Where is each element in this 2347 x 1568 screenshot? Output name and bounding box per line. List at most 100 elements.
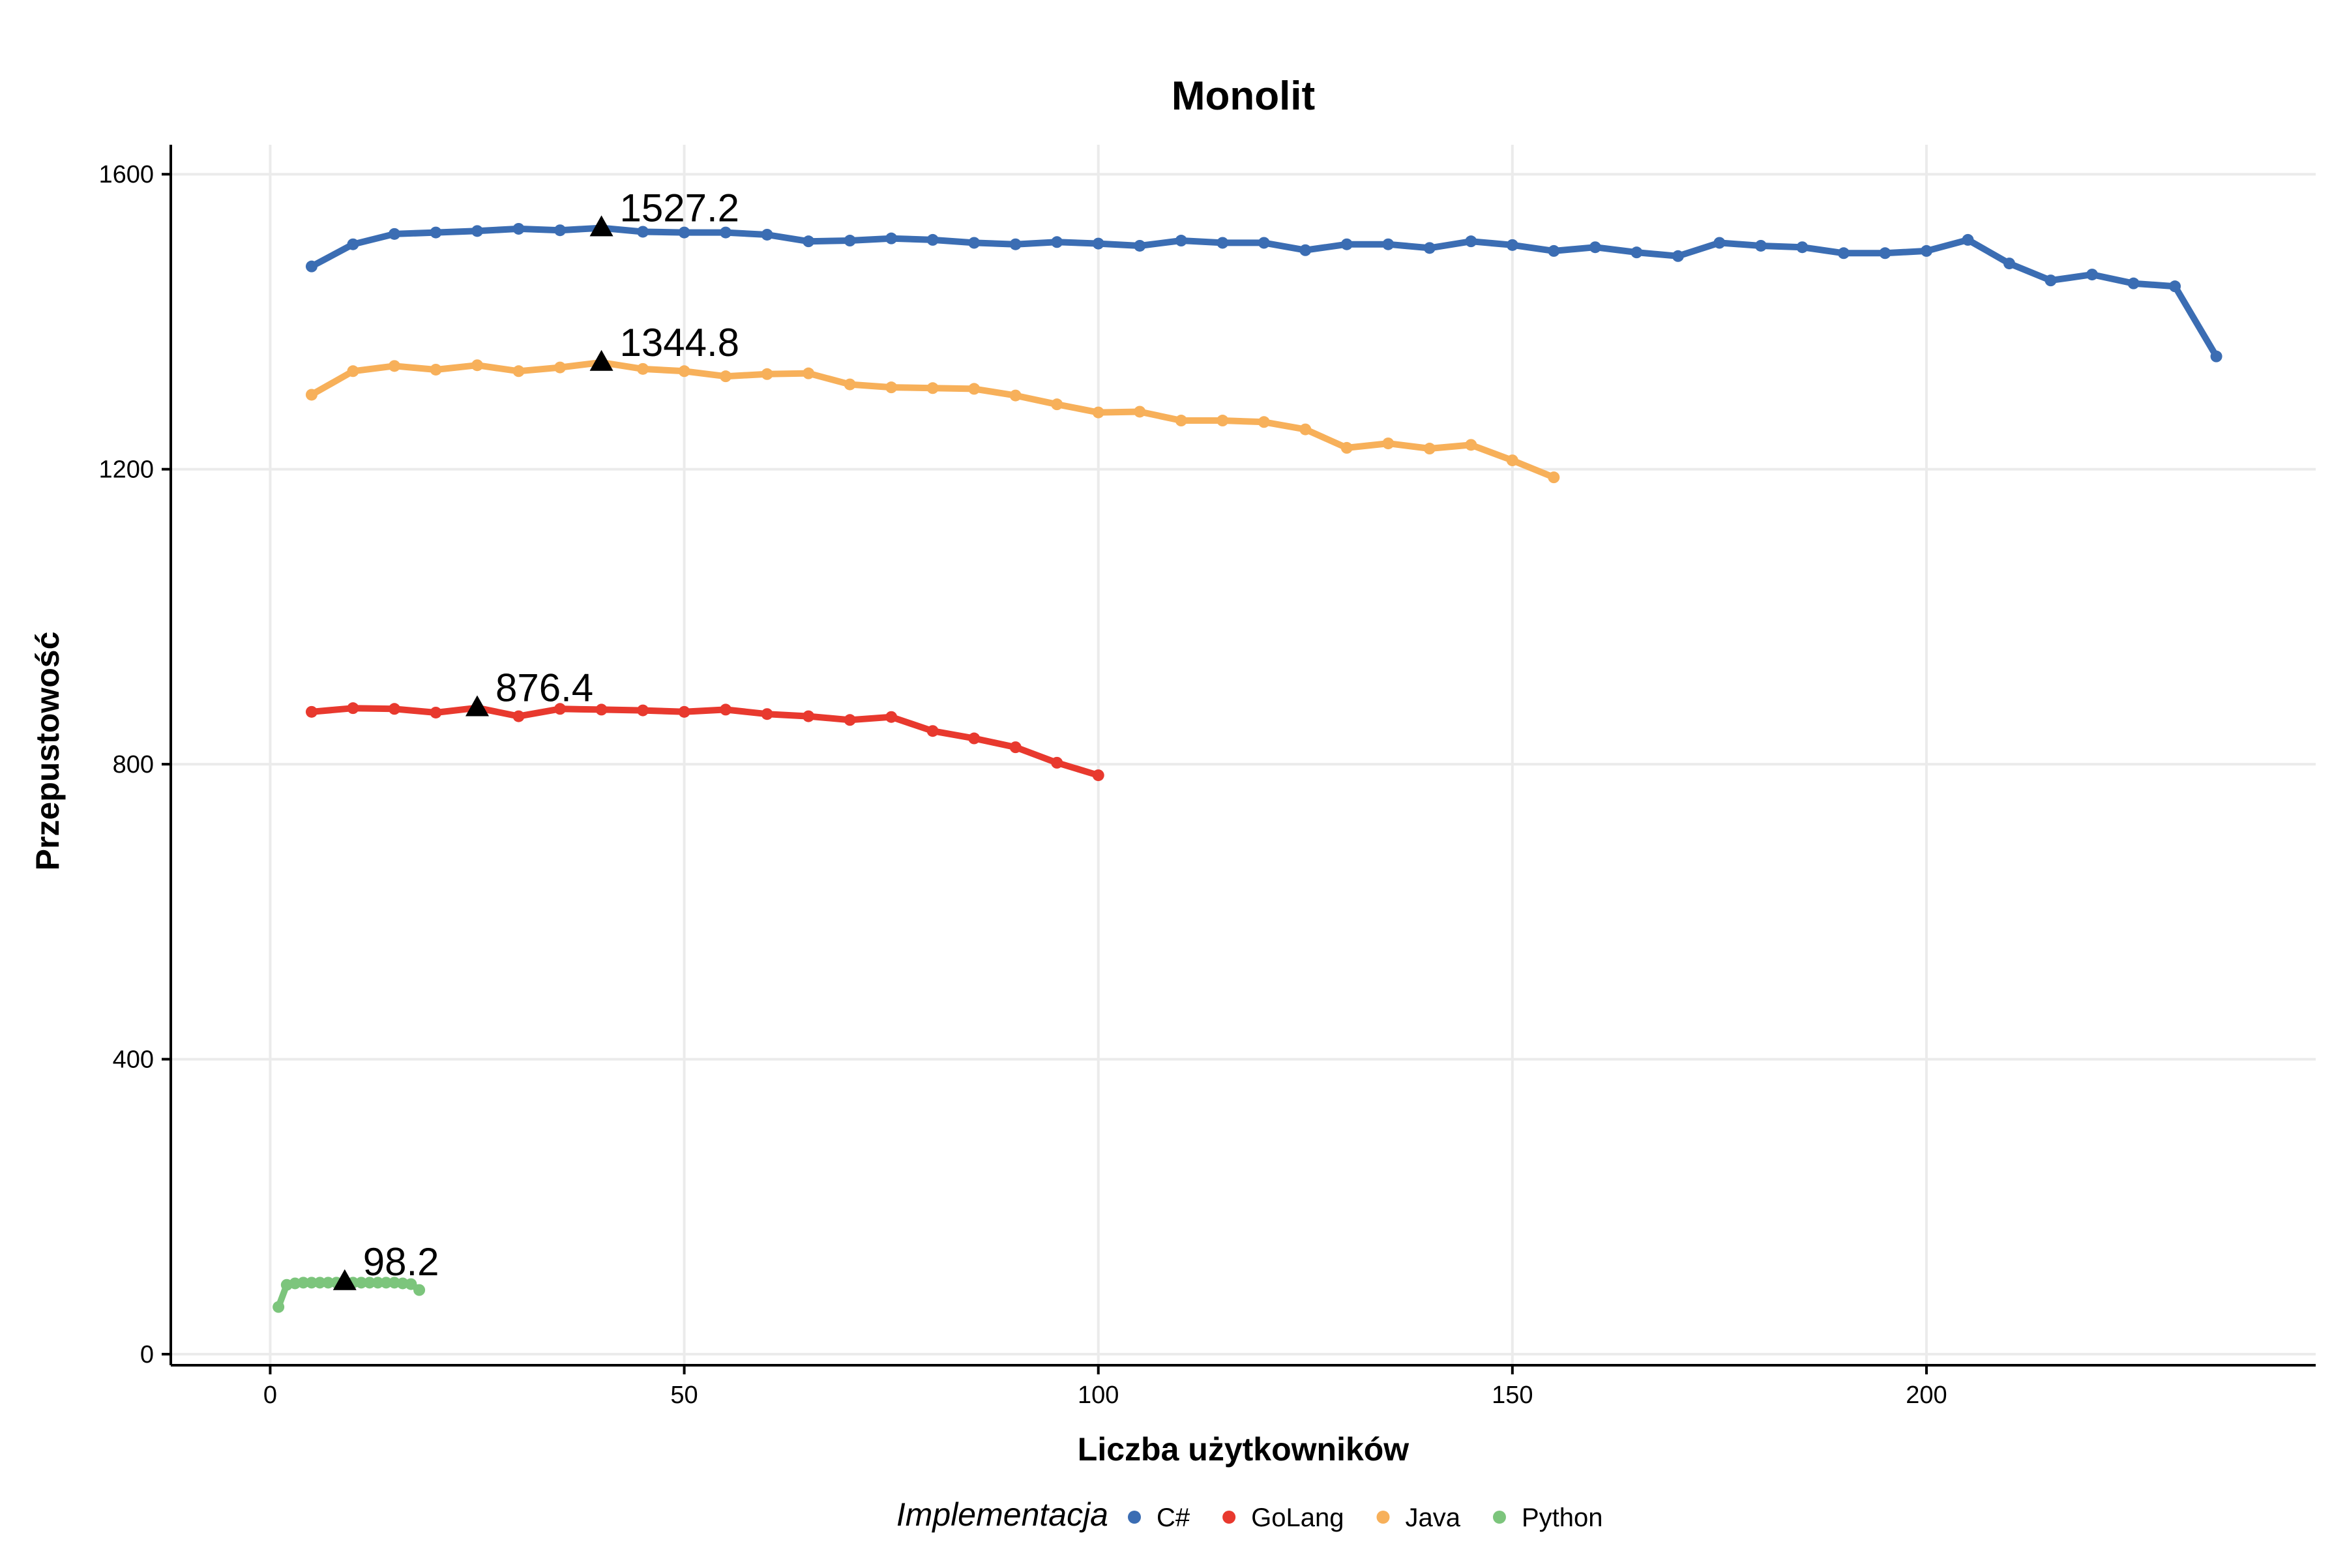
data-point-java <box>1217 415 1229 427</box>
data-point-c-sharp <box>1754 239 1767 252</box>
data-point-c-sharp <box>305 260 317 273</box>
data-point-golang <box>554 703 567 715</box>
data-point-c-sharp <box>1175 235 1187 247</box>
data-point-c-sharp <box>885 232 898 244</box>
peak-label: 98.2 <box>363 1240 439 1284</box>
data-point-c-sharp <box>1423 242 1436 254</box>
data-point-java <box>844 378 856 391</box>
data-point-c-sharp <box>720 226 732 239</box>
data-point-java <box>554 361 567 374</box>
data-point-c-sharp <box>1217 237 1229 249</box>
data-point-golang <box>803 710 815 722</box>
legend-label: Python <box>1522 1503 1603 1532</box>
data-point-java <box>471 359 483 372</box>
data-point-java <box>637 362 649 375</box>
data-point-golang <box>595 703 608 716</box>
data-point-c-sharp <box>554 224 567 237</box>
x-tick-label: 150 <box>1492 1382 1533 1409</box>
data-point-java <box>512 365 525 377</box>
data-point-c-sharp <box>2127 277 2140 289</box>
data-point-c-sharp <box>1589 241 1601 254</box>
data-point-java <box>347 365 359 377</box>
data-point-python <box>322 1277 334 1289</box>
data-point-c-sharp <box>2086 269 2099 281</box>
data-point-c-sharp <box>1879 247 1891 259</box>
data-point-c-sharp <box>347 238 359 250</box>
legend-key <box>1376 1511 1390 1524</box>
x-axis-title: Liczba użytkowników <box>1078 1431 1410 1468</box>
data-point-golang <box>678 705 690 718</box>
data-point-c-sharp <box>637 226 649 238</box>
data-point-c-sharp <box>1672 250 1684 262</box>
data-point-java <box>1548 471 1560 484</box>
legend-key <box>1128 1511 1141 1524</box>
data-point-golang <box>347 702 359 715</box>
data-point-c-sharp <box>1506 239 1518 251</box>
data-point-java <box>1506 454 1518 467</box>
data-point-python <box>297 1277 310 1289</box>
data-point-java <box>926 382 939 394</box>
x-tick-label: 0 <box>263 1382 277 1409</box>
x-tick-layer: 0 50 100 150 200 <box>263 1365 1947 1409</box>
data-point-c-sharp <box>1134 239 1146 252</box>
data-point-golang <box>305 705 317 718</box>
data-point-java <box>388 360 400 372</box>
peak-marker <box>589 215 613 237</box>
data-point-golang <box>720 703 732 716</box>
legend-key <box>1222 1511 1236 1524</box>
data-point-c-sharp <box>1051 236 1063 248</box>
data-point-java <box>1092 406 1104 419</box>
data-point-c-sharp <box>1962 233 1974 246</box>
data-point-golang <box>637 704 649 717</box>
data-point-python <box>405 1278 417 1290</box>
series-line-java <box>308 359 1557 481</box>
data-point-python <box>314 1277 326 1289</box>
peak-marker <box>465 695 489 717</box>
data-point-c-sharp <box>388 228 400 240</box>
data-point-golang <box>844 714 856 726</box>
data-point-python <box>355 1277 368 1289</box>
data-point-java <box>430 363 442 376</box>
data-point-c-sharp <box>1920 244 1932 257</box>
data-point-java <box>1051 398 1063 411</box>
data-point-c-sharp <box>1465 235 1477 248</box>
data-point-c-sharp <box>1258 237 1270 249</box>
legend-title: Implementacja <box>896 1496 1108 1533</box>
data-point-java <box>1340 441 1353 454</box>
data-point-python <box>273 1301 285 1313</box>
grid-layer <box>171 145 2316 1365</box>
series-java <box>305 356 1560 484</box>
data-point-java <box>720 370 732 383</box>
data-point-c-sharp <box>1009 238 1022 250</box>
data-point-java <box>1009 389 1022 402</box>
data-point-java <box>761 368 773 380</box>
y-tick-label: 0 <box>140 1341 154 1368</box>
data-point-c-sharp <box>1837 247 1850 259</box>
y-axis-title: Przepustowość <box>29 632 66 871</box>
legend-label: GoLang <box>1251 1503 1344 1532</box>
data-point-java <box>1423 443 1436 455</box>
data-point-c-sharp <box>1796 241 1808 254</box>
data-point-c-sharp <box>1382 238 1395 250</box>
data-point-golang <box>1009 741 1022 754</box>
data-point-java <box>803 367 815 379</box>
data-point-java <box>1175 415 1187 427</box>
chart-title: Monolit <box>1172 74 1315 119</box>
data-point-python <box>380 1277 392 1289</box>
data-point-c-sharp <box>803 235 815 248</box>
peak-label: 1527.2 <box>620 186 740 230</box>
x-tick-label: 200 <box>1906 1382 1947 1409</box>
data-point-c-sharp <box>2044 274 2057 287</box>
data-point-c-sharp <box>471 225 483 237</box>
data-point-c-sharp <box>678 226 690 239</box>
data-point-python <box>372 1277 384 1289</box>
data-point-c-sharp <box>1548 244 1560 257</box>
data-point-python <box>413 1284 426 1296</box>
legend-label: Java <box>1405 1503 1460 1532</box>
data-point-golang <box>885 711 898 723</box>
data-point-golang <box>926 725 939 737</box>
data-point-c-sharp <box>512 222 525 235</box>
y-tick-label: 400 <box>113 1046 154 1074</box>
